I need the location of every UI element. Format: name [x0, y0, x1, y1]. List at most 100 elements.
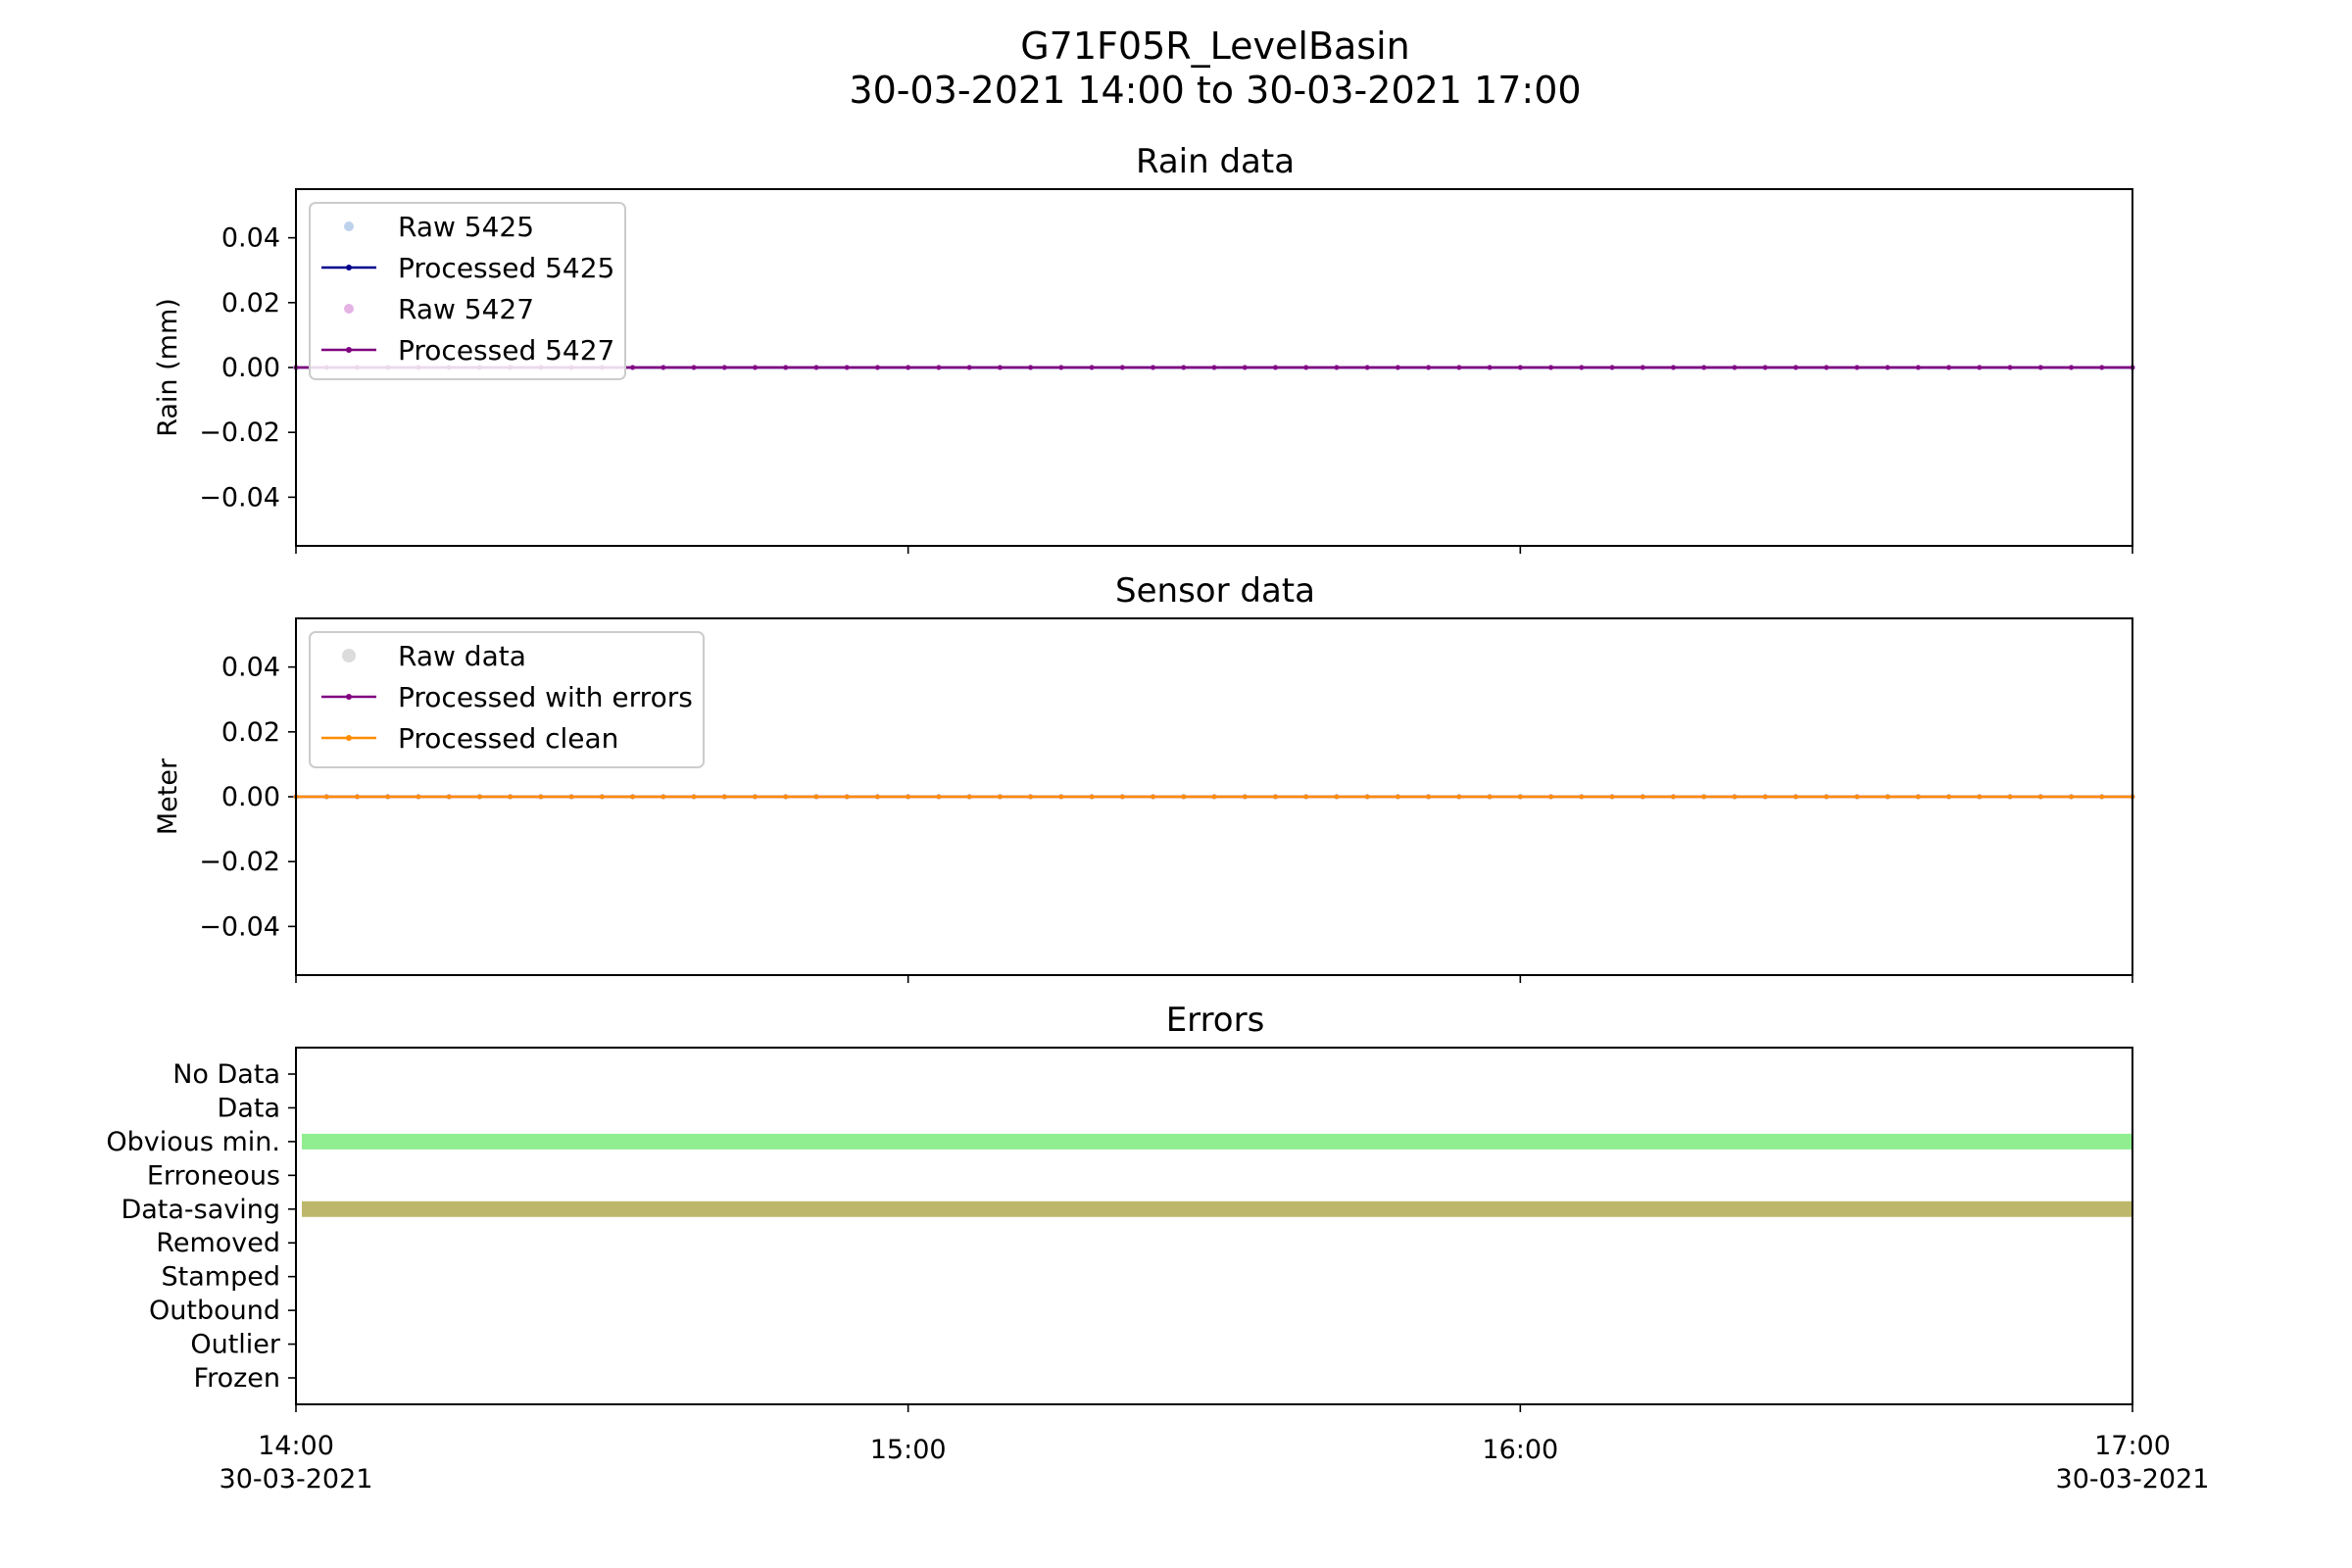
- legend-frame: [309, 631, 705, 768]
- legend-point-swatch: [344, 304, 354, 314]
- series-point: [2069, 794, 2074, 800]
- axes-frame: [295, 188, 2133, 547]
- x-tick-date-label: 30-03-2021: [220, 1464, 373, 1494]
- category-label: Erroneous: [147, 1160, 280, 1191]
- x-tick-label: 14:00: [258, 1431, 334, 1461]
- figure-subtitle: 30-03-2021 14:00 to 30-03-2021 17:00: [849, 69, 1581, 112]
- series-point: [1824, 365, 1829, 370]
- series-point: [1854, 794, 1860, 800]
- series-point: [1885, 365, 1890, 370]
- series-point: [813, 794, 819, 800]
- y-tick-label: 0.04: [221, 653, 280, 683]
- series-point: [661, 794, 665, 800]
- series-point: [722, 794, 727, 800]
- y-tick-label: −0.04: [199, 482, 280, 513]
- series-point: [1211, 365, 1217, 370]
- series-point: [1732, 365, 1738, 370]
- series-point: [1487, 365, 1493, 370]
- series-point: [1916, 794, 1921, 800]
- series-point: [1763, 365, 1768, 370]
- error-flag-bar: [302, 1200, 2132, 1217]
- series-point: [1396, 365, 1400, 370]
- legend: Raw data Processed with errors Processed c…: [309, 631, 705, 768]
- legend-label: Raw 5425: [398, 211, 534, 243]
- series-point: [1946, 365, 1951, 370]
- legend-marker: [346, 735, 352, 741]
- series-point: [661, 365, 665, 370]
- series-point: [2007, 365, 2013, 370]
- series-point: [1793, 365, 1798, 370]
- y-tick-label: −0.04: [199, 911, 280, 942]
- series-point: [998, 794, 1003, 800]
- axes-frame: [295, 617, 2133, 976]
- series-point: [1671, 365, 1676, 370]
- series-point: [1396, 794, 1400, 800]
- series-point: [1609, 365, 1615, 370]
- series-point: [2038, 365, 2043, 370]
- axes-frame: [295, 1047, 2133, 1405]
- category-label: Stamped: [162, 1262, 280, 1293]
- series-point: [1701, 794, 1706, 800]
- series-point: [1456, 365, 1462, 370]
- legend-label: Processed clean: [398, 722, 618, 755]
- y-tick-label: 0.00: [221, 353, 280, 383]
- category-label: Frozen: [194, 1363, 281, 1394]
- legend-label: Processed with errors: [398, 681, 693, 713]
- series-point: [2099, 794, 2104, 800]
- series-point: [998, 365, 1003, 370]
- rain-panel: Rain data Rain (mm) 0.04 0.02 0.00 −0.02 −0.…: [153, 142, 2135, 554]
- series-point: [1028, 365, 1033, 370]
- series-point: [845, 794, 850, 800]
- series-point: [1089, 794, 1095, 800]
- series-point: [1885, 794, 1890, 800]
- legend: Raw 5425 Processed 5425 Raw 5427 Processed …: [309, 202, 626, 380]
- rain-plot-area: 0.04 0.02 0.00 −0.02 −0.04 Raw 5425 Processed …: [199, 188, 2135, 554]
- series-point: [1273, 794, 1278, 800]
- series-point: [875, 365, 880, 370]
- category-label: Data: [218, 1093, 280, 1123]
- series-point: [1364, 794, 1370, 800]
- legend-marker: [346, 694, 352, 700]
- series-point: [1763, 794, 1768, 800]
- series-point: [906, 365, 910, 370]
- series-point: [1243, 365, 1248, 370]
- series-point: [1273, 365, 1278, 370]
- legend-marker: [346, 347, 352, 353]
- series-point: [1243, 794, 1248, 800]
- series-point: [1181, 365, 1186, 370]
- series-point: [1151, 794, 1155, 800]
- series-point: [1089, 365, 1095, 370]
- series-point: [508, 794, 513, 800]
- series-point: [1518, 794, 1523, 800]
- x-tick-label: 16:00: [1482, 1435, 1558, 1465]
- sensor-panel-title: Sensor data: [1115, 571, 1315, 611]
- category-label: Obvious min.: [106, 1127, 280, 1157]
- legend-frame: [309, 202, 626, 380]
- series-point: [1211, 794, 1217, 800]
- series-point: [875, 794, 880, 800]
- series-point: [324, 794, 329, 800]
- series-point: [691, 794, 697, 800]
- series-point: [966, 794, 972, 800]
- y-tick-label: 0.00: [221, 782, 280, 812]
- category-label: No Data: [172, 1059, 280, 1090]
- legend-marker: [346, 265, 352, 270]
- series-point: [1426, 794, 1431, 800]
- series-point: [630, 365, 635, 370]
- series-point: [630, 794, 635, 800]
- series-point: [1303, 365, 1308, 370]
- series-point: [355, 794, 360, 800]
- series-point: [722, 365, 727, 370]
- x-tick-label: 17:00: [2094, 1431, 2171, 1461]
- category-label: Outlier: [190, 1330, 281, 1360]
- series-point: [1028, 794, 1033, 800]
- sensor-plot-area: 0.04 0.02 0.00 −0.02 −0.04 Raw data Processed …: [199, 617, 2135, 983]
- series-point: [2099, 365, 2104, 370]
- rain-y-axis-label: Rain (mm): [153, 298, 183, 437]
- series-point: [1334, 365, 1340, 370]
- series-point: [845, 365, 850, 370]
- errors-panel-title: Errors: [1166, 1001, 1265, 1040]
- series-point: [2069, 365, 2074, 370]
